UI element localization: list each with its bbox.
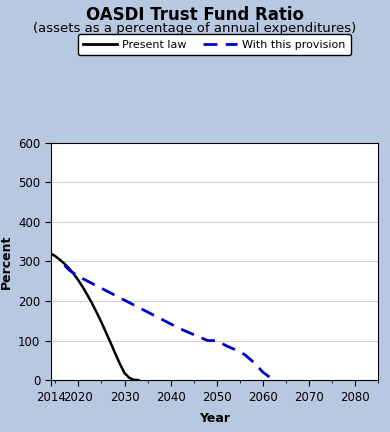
Legend: Present law, With this provision: Present law, With this provision xyxy=(78,34,351,55)
Text: (assets as a percentage of annual expenditures): (assets as a percentage of annual expend… xyxy=(34,22,356,35)
Y-axis label: Percent: Percent xyxy=(0,234,12,289)
X-axis label: Year: Year xyxy=(199,412,230,425)
Text: OASDI Trust Fund Ratio: OASDI Trust Fund Ratio xyxy=(86,6,304,25)
